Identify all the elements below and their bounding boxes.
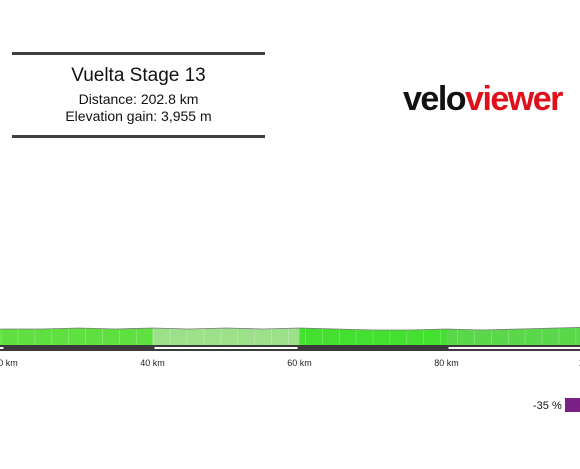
x-tick-label-100: 100 km [579,358,580,368]
x-tick-label-40: 40 km [140,358,165,368]
stage-distance: Distance: 202.8 km [78,91,199,107]
axis-dash [448,347,580,349]
gradient-scale-min-swatch [565,398,580,412]
logo-viewer-text: viewer [465,80,563,118]
gradient-segment-5 [446,327,580,345]
profile-outline [0,326,580,331]
axis-dash [154,347,298,349]
x-tick-label-20: 20 km [0,358,18,368]
x-tick-label-80: 80 km [434,358,459,368]
x-tick-label-60: 60 km [287,358,312,368]
logo-velo-text: velo [403,80,467,118]
gradient-segment-3 [152,328,300,345]
veloviewer-logo: veloviewer [403,80,563,119]
top-rule [12,52,265,55]
gradient-segment-4 [299,328,447,345]
stage-info-box: Vuelta Stage 13 Distance: 202.8 km Eleva… [12,52,265,138]
gradient-scale-min-label: -35 % [533,400,562,412]
axis-dash [0,347,4,349]
stage-title: Vuelta Stage 13 [71,65,206,86]
bottom-rule [12,135,265,138]
gradient-segment-2 [0,328,153,345]
stage-elevation-gain: Elevation gain: 3,955 m [65,108,212,124]
